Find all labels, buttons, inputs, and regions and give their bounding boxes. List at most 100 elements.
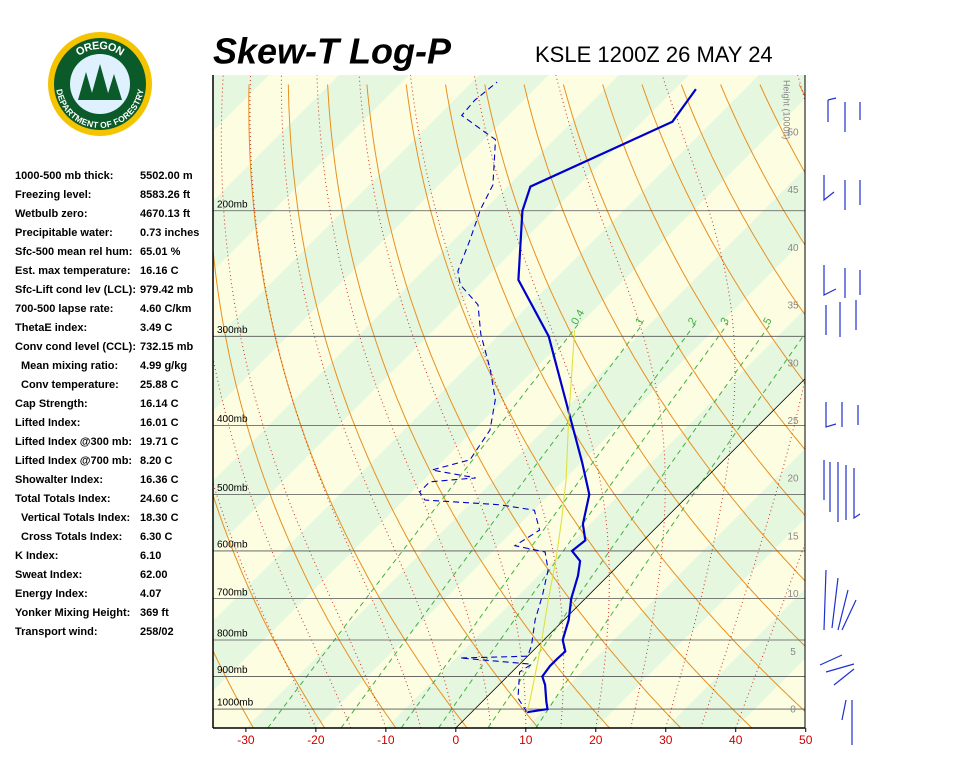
x-tick-label: 0 [452,733,459,747]
x-tick-label: 20 [589,733,603,747]
barb [824,265,860,298]
stat-label: Vertical Totals Index: [21,512,130,524]
stat-label: Conv cond level (CCL): [15,341,136,353]
stat-value: 4.99 g/kg [140,360,187,372]
y2-tick-label: 10 [787,589,799,600]
stat-value: 258/02 [140,626,174,638]
stat-label: Freezing level: [15,189,91,201]
stat-value: 3.49 C [140,322,172,334]
stat-value: 732.15 mb [140,341,193,353]
barb [820,655,854,745]
y2-tick-label: 5 [790,647,796,658]
stat-label: Cross Totals Index: [21,531,122,543]
wind-barbs [820,98,860,745]
stat-label: Est. max temperature: [15,265,131,277]
stat-label: 700-500 lapse rate: [15,303,113,315]
temp-band [806,75,960,728]
stat-label: Lifted Index @700 mb: [15,455,132,467]
logo: OREGON DEPARTMENT OF FORESTRY [48,32,152,136]
y2-tick-label: 25 [787,416,799,427]
stat-label: Sfc-500 mean rel hum: [15,246,132,258]
stats-panel: 1000-500 mb thick: 5502.00 m Freezing leve… [15,170,199,638]
barb [826,300,856,337]
barb [828,98,860,132]
barb [824,175,860,210]
y-tick-label: 400mb [217,414,248,425]
stat-label: Sweat Index: [15,569,82,581]
x-tick-label: 40 [729,733,743,747]
stat-value: 65.01 % [140,246,181,258]
stat-value: 4.07 [140,588,161,600]
y2-tick-label: 45 [787,185,799,196]
y2-tick-label: 0 [790,705,796,716]
y-tick-label: 900mb [217,665,248,676]
barb [826,402,858,427]
stat-value: 16.16 C [140,265,179,277]
stat-value: 24.60 C [140,493,179,505]
barb [824,570,856,630]
y2-tick-label: 30 [787,358,799,369]
stat-value: 19.71 C [140,436,179,448]
y-tick-label: 200mb [217,199,248,210]
stat-value: 18.30 C [140,512,179,524]
dry-adiabat [839,85,960,729]
stat-value: 0.73 inches [140,227,199,239]
stat-label: Lifted Index: [15,417,80,429]
stat-value: 979.42 mb [140,284,193,296]
stat-label: Wetbulb zero: [15,208,88,220]
stat-value: 16.14 C [140,398,179,410]
y-tick-label: 700mb [217,587,248,598]
stat-label: Yonker Mixing Height: [15,607,130,619]
x-tick-label: -30 [237,733,255,747]
x-tick-label: 50 [799,733,813,747]
y2-tick-label: 15 [787,531,799,542]
stat-value: 62.00 [140,569,168,581]
stat-value: 8583.26 ft [140,189,190,201]
x-tick-label: -10 [377,733,395,747]
y2-tick-label: 40 [787,243,799,254]
dry-adiabat [878,85,960,729]
chart-subtitle: KSLE 1200Z 26 MAY 24 [535,42,773,67]
stat-label: Precipitable water: [15,227,113,239]
stat-label: Mean mixing ratio: [21,360,118,372]
y-tick-label: 800mb [217,629,248,640]
stat-value: 25.88 C [140,379,179,391]
stat-label: ThetaE index: [15,322,87,334]
stat-value: 6.30 C [140,531,172,543]
stat-label: Lifted Index @300 mb: [15,436,132,448]
stat-value: 16.36 C [140,474,179,486]
stat-label: 1000-500 mb thick: [15,170,113,182]
x-tick-label: -20 [307,733,325,747]
stat-label: Conv temperature: [21,379,119,391]
y-tick-label: 500mb [217,483,248,494]
stat-label: Cap Strength: [15,398,88,410]
stat-value: 16.01 C [140,417,179,429]
y2-axis-label: Height (1000ft) [782,80,792,140]
stat-label: Energy Index: [15,588,88,600]
y-tick-label: 600mb [217,540,248,551]
chart-title: Skew-T Log-P [213,31,452,72]
x-tick-label: 10 [519,733,533,747]
stat-value: 6.10 [140,550,161,562]
stat-label: K Index: [15,550,58,562]
x-tick-label: 30 [659,733,673,747]
dry-adiabat [956,85,960,729]
stat-value: 5502.00 m [140,170,193,182]
stat-label: Sfc-Lift cond lev (LCL): [15,284,136,296]
stat-label: Total Totals Index: [15,493,111,505]
stat-value: 8.20 C [140,455,172,467]
stat-value: 369 ft [140,607,169,619]
stat-label: Showalter Index: [15,474,103,486]
y2-tick-label: 20 [787,474,799,485]
stat-value: 4670.13 ft [140,208,190,220]
dry-adiabat [917,85,960,729]
stat-label: Transport wind: [15,626,98,638]
stat-value: 4.60 C/km [140,303,192,315]
dry-adiabat [799,85,960,729]
barb [824,460,860,522]
y-tick-label: 1000mb [217,698,254,709]
y-tick-label: 300mb [217,325,248,336]
y2-tick-label: 35 [787,301,799,312]
